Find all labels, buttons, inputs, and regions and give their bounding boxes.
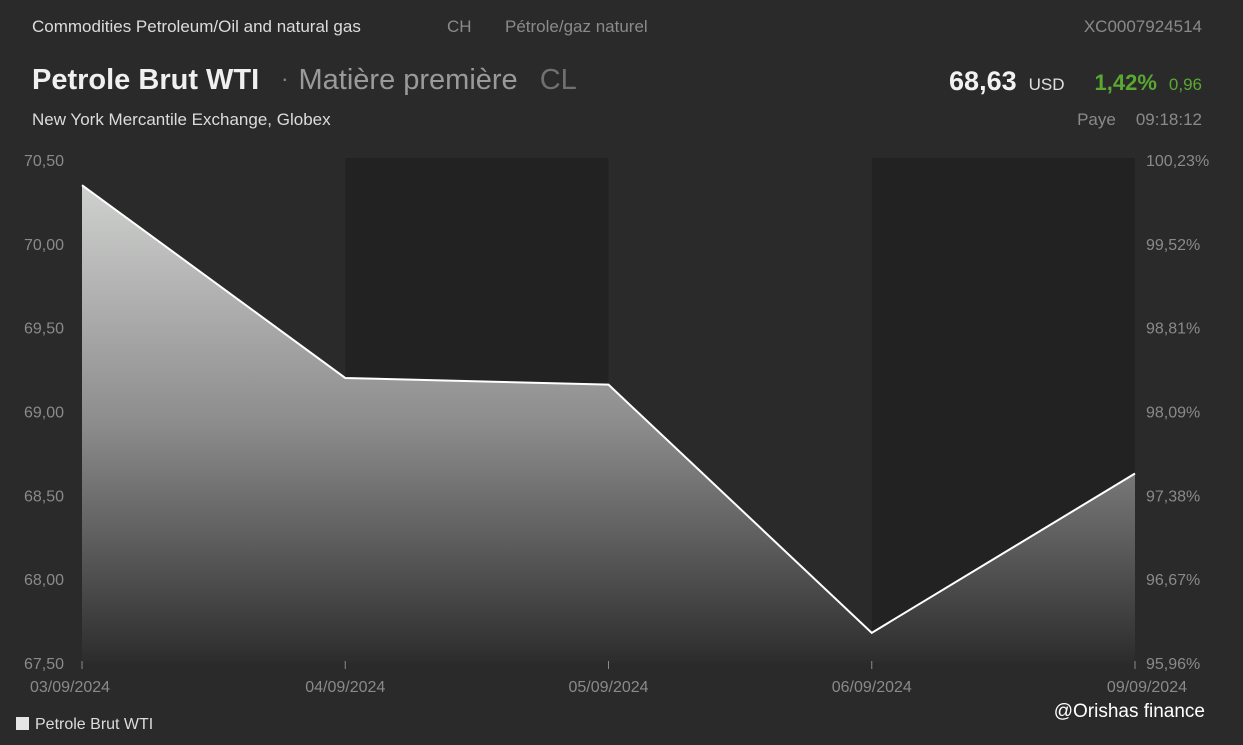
x-tick-label: 04/09/2024 bbox=[305, 679, 385, 696]
watermark: @Orishas finance bbox=[1053, 701, 1205, 722]
legend-swatch bbox=[16, 717, 29, 730]
change-absolute: 0,96 bbox=[1168, 75, 1202, 94]
country-code: CH bbox=[447, 17, 472, 36]
y2-tick-label: 98,09% bbox=[1146, 405, 1200, 422]
x-axis: 03/09/2024 04/09/2024 05/09/2024 06/09/2024… bbox=[30, 661, 1187, 696]
x-tick-label: 05/09/2024 bbox=[568, 679, 648, 696]
change-percent: 1,42% bbox=[1094, 70, 1157, 95]
status-text: Paye bbox=[1077, 110, 1116, 129]
y-tick-label: 70,00 bbox=[24, 237, 64, 254]
isin-code: XC0007924514 bbox=[1083, 17, 1202, 36]
y-tick-label: 67,50 bbox=[24, 656, 64, 673]
y-tick-label: 68,00 bbox=[24, 572, 64, 589]
legend[interactable]: Petrole Brut WTI bbox=[16, 716, 153, 734]
y2-tick-label: 95,96% bbox=[1146, 656, 1200, 673]
x-tick-label: 06/09/2024 bbox=[832, 679, 912, 696]
category-label: Commodities Petroleum/Oil and natural ga… bbox=[32, 17, 361, 36]
exchange-name: New York Mercantile Exchange, Globex bbox=[32, 110, 331, 129]
price-chart: 70,50 70,00 69,50 69,00 68,50 68,00 67,50 100,… bbox=[24, 153, 1209, 696]
x-tick-label: 09/09/2024 bbox=[1107, 679, 1187, 696]
price-area bbox=[82, 185, 1135, 663]
quote-block: 68,63 USD 1,42% 0,96 bbox=[949, 66, 1202, 97]
y-tick-label: 69,00 bbox=[24, 405, 64, 422]
y2-tick-label: 98,81% bbox=[1146, 321, 1200, 338]
instrument-title: Petrole Brut WTI · Matière première CL bbox=[32, 64, 577, 97]
price-currency: USD bbox=[1028, 75, 1065, 94]
status-time: 09:18:12 bbox=[1135, 110, 1202, 129]
legend-label: Petrole Brut WTI bbox=[35, 716, 154, 733]
category-fr-label: Pétrole/gaz naturel bbox=[505, 17, 648, 36]
title-separator: · bbox=[281, 66, 289, 91]
y-axis-left: 70,50 70,00 69,50 69,00 68,50 68,00 67,50 bbox=[24, 153, 64, 673]
x-tick-label: 03/09/2024 bbox=[30, 679, 110, 696]
y2-tick-label: 97,38% bbox=[1146, 488, 1200, 505]
y-axis-right: 100,23% 99,52% 98,81% 98,09% 97,38% 96,67% 95,… bbox=[1146, 153, 1209, 673]
price-line bbox=[81, 184, 1136, 635]
y2-tick-label: 96,67% bbox=[1146, 572, 1200, 589]
instrument-name: Petrole Brut WTI bbox=[32, 64, 260, 96]
y-tick-label: 68,50 bbox=[24, 488, 64, 505]
instrument-type: Matière première bbox=[298, 64, 518, 96]
market-status: Paye 09:18:12 bbox=[1077, 110, 1202, 130]
y-tick-label: 70,50 bbox=[24, 153, 64, 170]
y2-tick-label: 100,23% bbox=[1146, 153, 1209, 170]
instrument-symbol: CL bbox=[539, 64, 577, 96]
last-price: 68,63 bbox=[949, 66, 1017, 96]
y-tick-label: 69,50 bbox=[24, 321, 64, 338]
y2-tick-label: 99,52% bbox=[1146, 237, 1200, 254]
top-info-bar: Commodities Petroleum/Oil and natural ga… bbox=[32, 17, 1202, 39]
